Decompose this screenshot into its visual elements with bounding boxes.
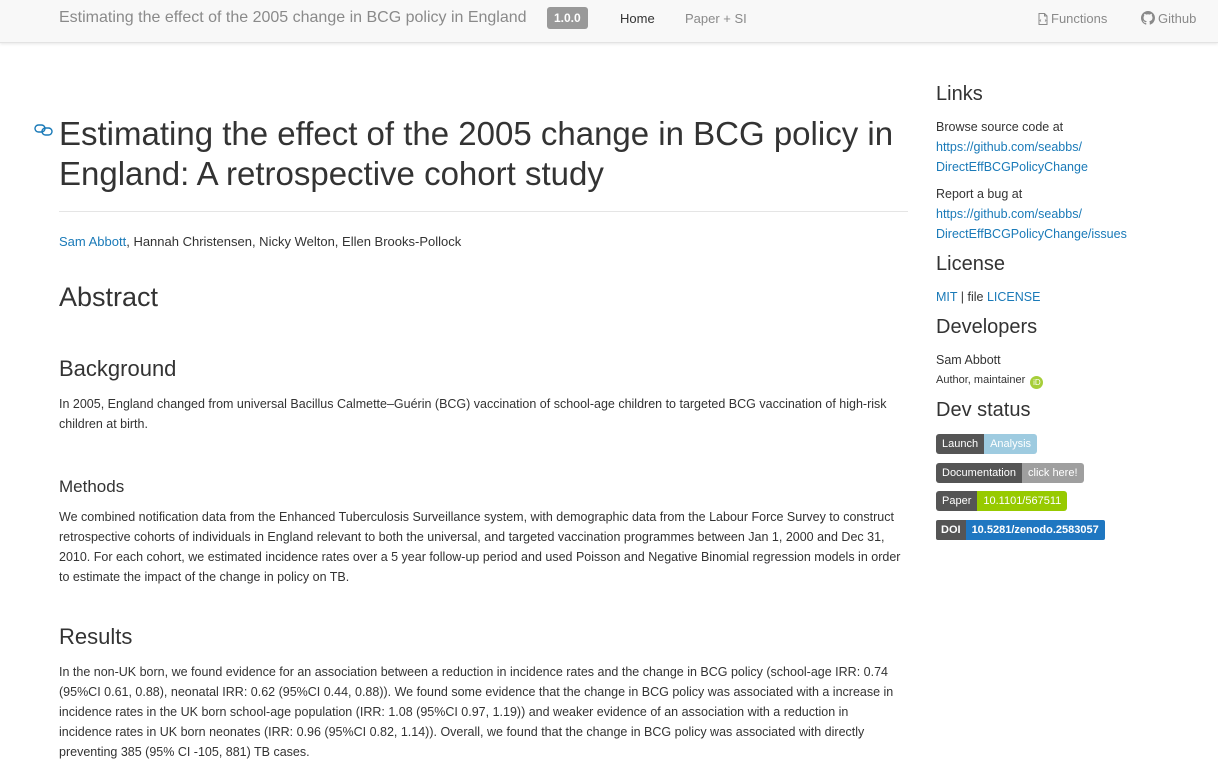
source-code-link[interactable]: https://github.com/seabbs/DirectEffBCGPo…	[936, 140, 1088, 174]
dev-status-heading: Dev status	[936, 399, 1031, 421]
launch-badge-message: Analysis	[984, 434, 1038, 454]
results-heading: Results	[59, 624, 133, 649]
methods-heading: Methods	[59, 477, 125, 496]
developers-heading: Developers	[936, 316, 1038, 338]
page-title: Estimating the effect of the 2005 change…	[59, 115, 894, 192]
paper-badge-message: 10.1101/567511	[977, 491, 1068, 511]
nav-github-label: Github	[1158, 11, 1197, 26]
browse-source-label: Browse source code at	[936, 120, 1064, 134]
author-link-sam-abbott[interactable]: Sam Abbott	[59, 234, 127, 249]
launch-badge-label: Launch	[936, 434, 985, 454]
issues-link-line2: DirectEffBCGPolicyChange/issues	[936, 227, 1127, 241]
source-code-link-line2: DirectEffBCGPolicyChange	[936, 160, 1088, 174]
file-icon	[1038, 13, 1048, 28]
site-brand-link[interactable]: Estimating the effect of the 2005 change…	[59, 9, 527, 26]
license-separator: | file	[957, 290, 987, 304]
nav-paper-si[interactable]: Paper + SI	[685, 11, 747, 26]
doi-badge-label: DOI	[936, 520, 966, 540]
license-file-link[interactable]: LICENSE	[986, 290, 1041, 304]
browse-source: Browse source code at https://github.com…	[936, 117, 1196, 177]
report-bug: Report a bug at https://github.com/seabb…	[936, 184, 1196, 244]
issues-link-line1: https://github.com/seabbs/	[936, 207, 1082, 221]
orcid-icon[interactable]: iD	[1030, 376, 1044, 389]
nav-github[interactable]: Github	[1141, 11, 1196, 28]
launch-analysis-badge[interactable]: Launch Analysis	[936, 434, 1038, 454]
doi-badge-message: 10.5281/zenodo.2583057	[965, 520, 1105, 540]
links-heading: Links	[936, 83, 983, 105]
developer-role-line: Author, maintainer iD	[936, 370, 1196, 390]
developer-name: Sam Abbott	[936, 353, 1001, 367]
link-icon[interactable]	[34, 122, 54, 143]
background-heading: Background	[59, 356, 177, 381]
version-badge: 1.0.0	[547, 7, 588, 29]
documentation-badge-label: Documentation	[936, 463, 1022, 483]
abstract-heading: Abstract	[59, 282, 159, 312]
source-code-link-line1: https://github.com/seabbs/	[936, 140, 1082, 154]
nav-functions[interactable]: Functions	[1038, 11, 1107, 28]
authors-rest: , Hannah Christensen, Nicky Welton, Elle…	[126, 234, 462, 249]
title-divider	[59, 211, 908, 212]
documentation-badge[interactable]: Documentation click here!	[936, 463, 1084, 483]
license-heading: License	[936, 253, 1005, 275]
documentation-badge-message: click here!	[1022, 463, 1084, 483]
methods-text: We combined notification data from the E…	[59, 510, 901, 584]
doi-badge[interactable]: DOI 10.5281/zenodo.2583057	[936, 520, 1105, 540]
nav-functions-label: Functions	[1051, 11, 1108, 26]
nav-home[interactable]: Home	[620, 11, 655, 26]
mit-license-link[interactable]: MIT	[936, 290, 958, 304]
author-list: Sam Abbott, Hannah Christensen, Nicky We…	[59, 234, 461, 249]
report-bug-label: Report a bug at	[936, 187, 1023, 201]
issues-link[interactable]: https://github.com/seabbs/DirectEffBCGPo…	[936, 207, 1127, 241]
background-text: In 2005, England changed from universal …	[59, 397, 887, 431]
results-text: In the non-UK born, we found evidence fo…	[59, 665, 894, 759]
developer-role: Author, maintainer	[936, 374, 1026, 386]
github-icon	[1141, 11, 1155, 28]
paper-badge-label: Paper	[936, 491, 978, 511]
license-line: MIT | file LICENSE	[936, 287, 1196, 307]
navbar: Estimating the effect of the 2005 change…	[0, 0, 1218, 43]
paper-badge[interactable]: Paper 10.1101/567511	[936, 491, 1068, 511]
